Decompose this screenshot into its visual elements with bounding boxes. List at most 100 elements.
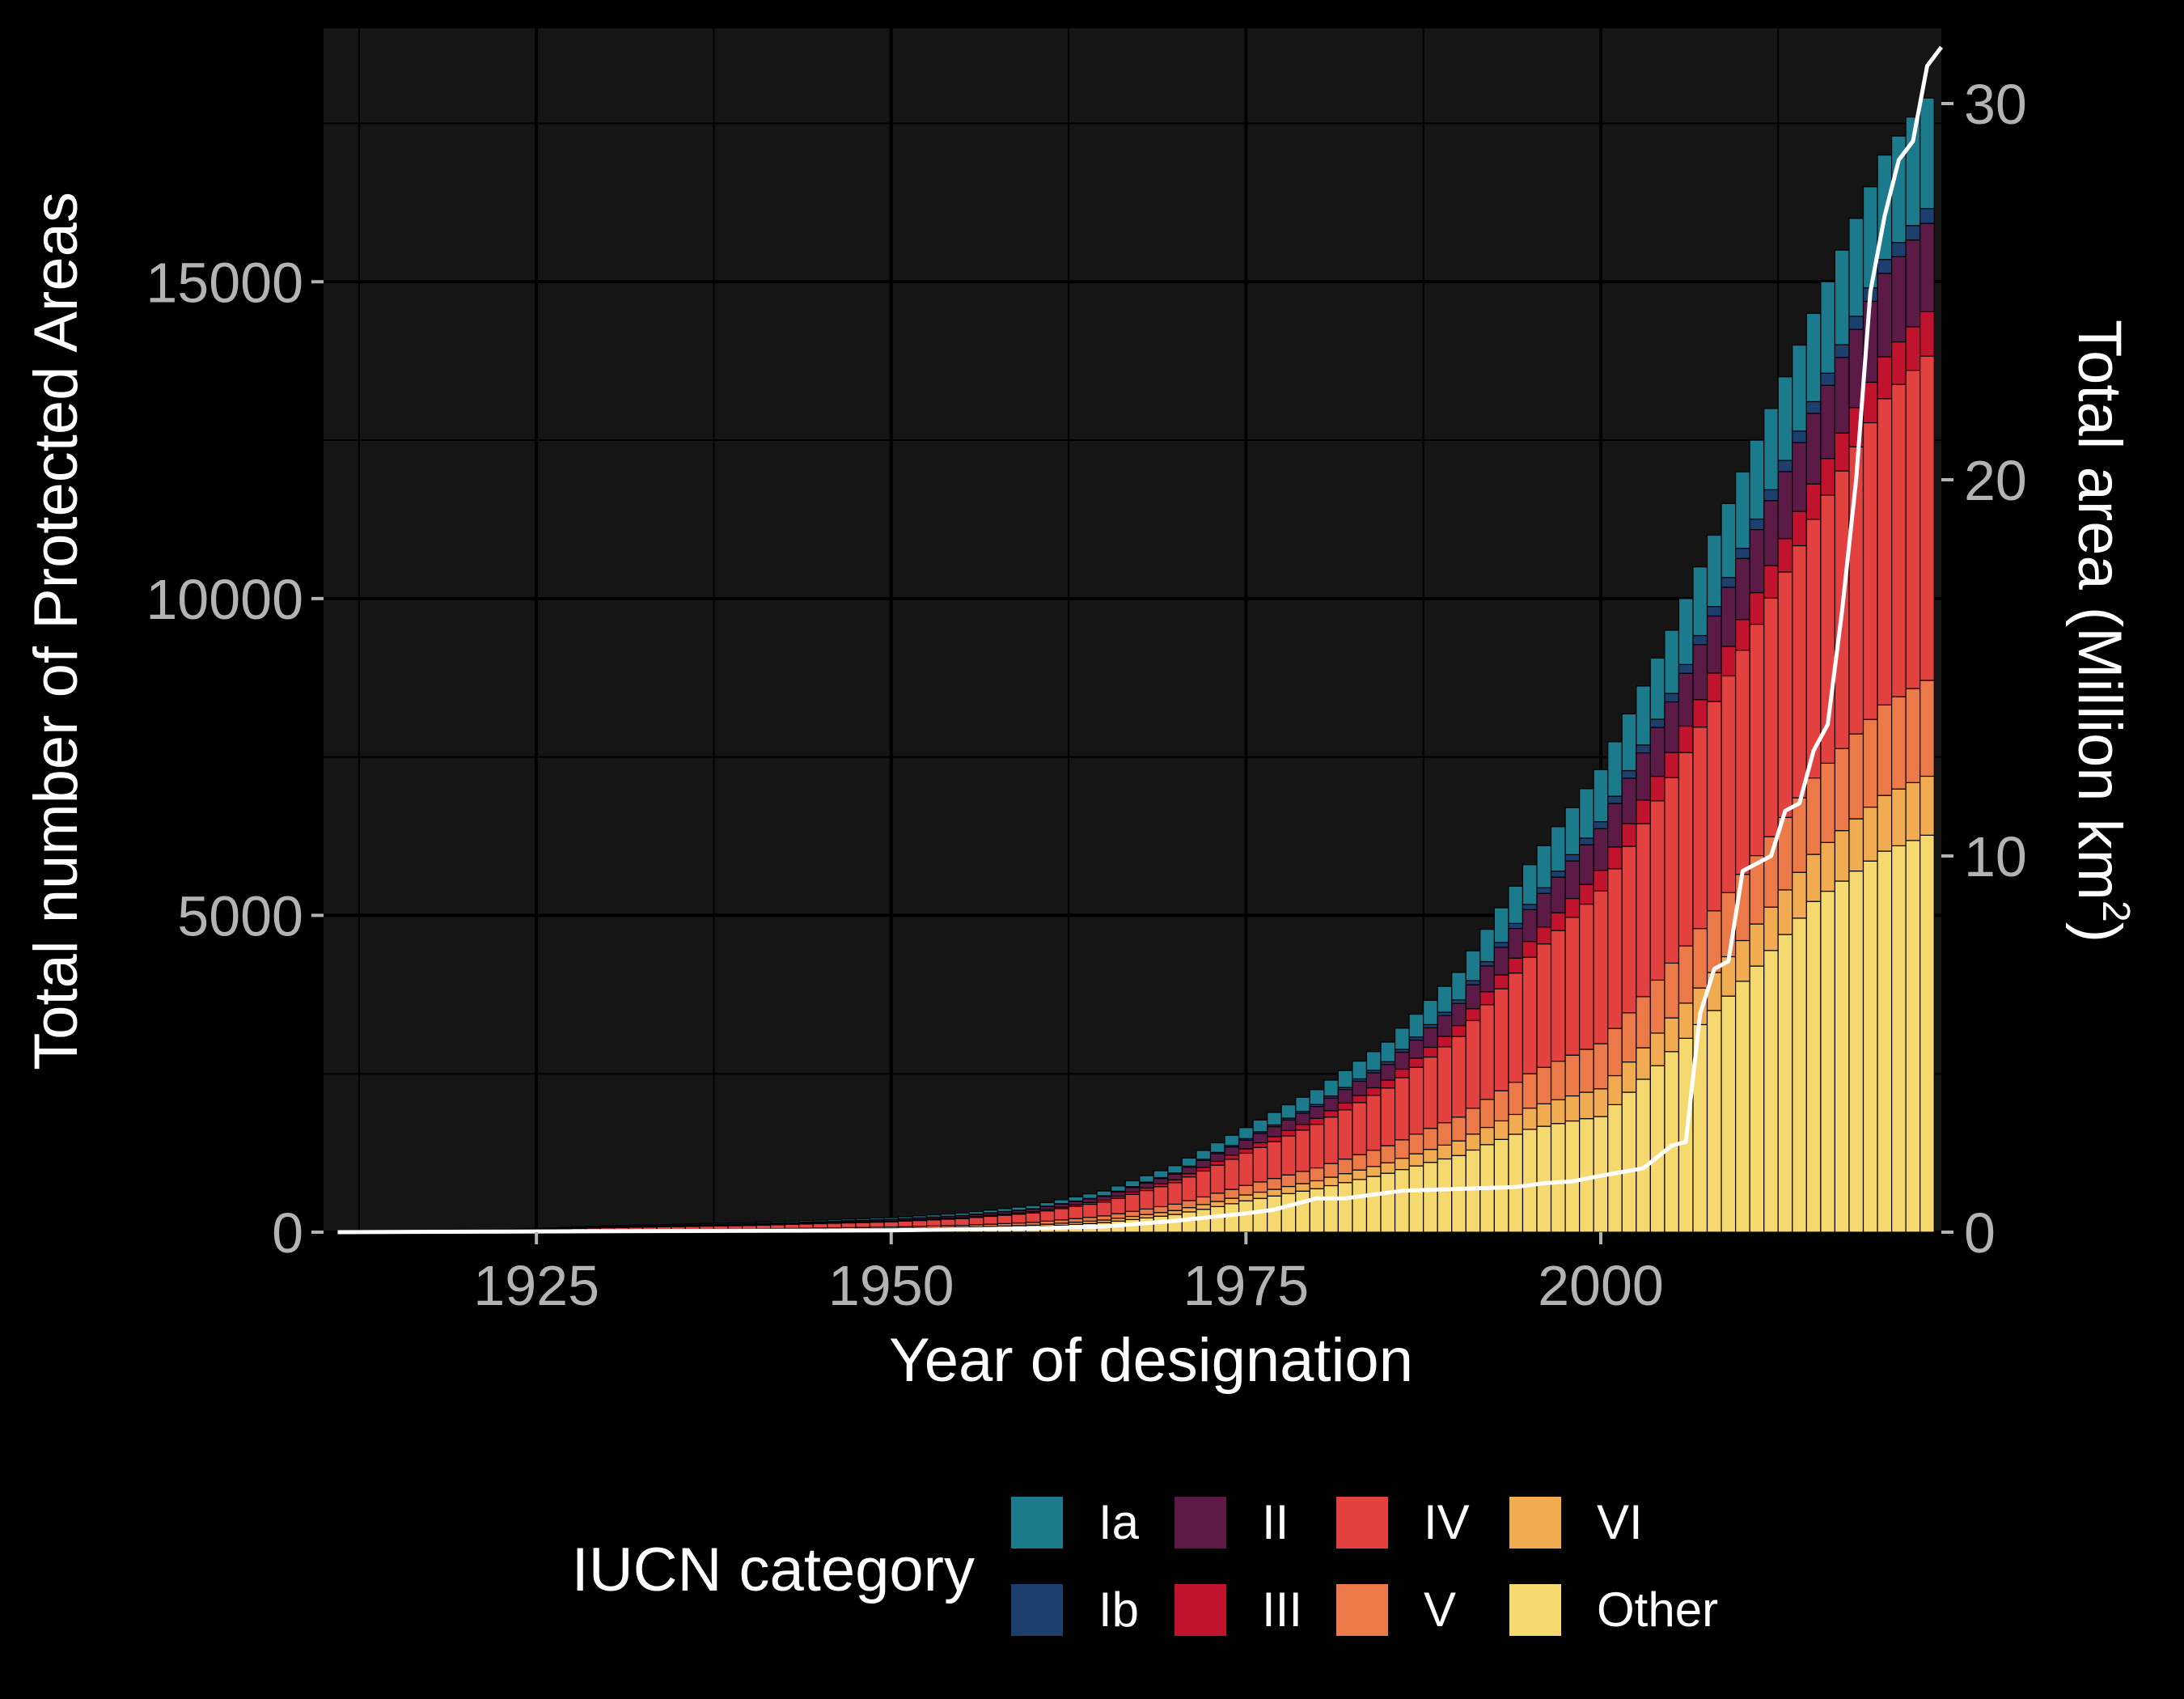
bar-segment-iv xyxy=(1664,777,1680,964)
bar-segment-iii xyxy=(1224,1155,1240,1160)
bar-segment-ia xyxy=(1536,845,1552,888)
bar-segment-ia xyxy=(1550,826,1566,872)
bar-segment-iii xyxy=(1820,458,1836,496)
bar-segment-ia xyxy=(1167,1165,1183,1174)
bar-segment-ib xyxy=(1678,663,1694,674)
bar-segment-ib xyxy=(1721,577,1737,588)
bar-segment-vi xyxy=(1465,1133,1481,1151)
bar-segment-iv xyxy=(1423,1056,1438,1129)
bar-segment-ii xyxy=(1167,1173,1183,1180)
bar-segment-iii xyxy=(1678,725,1694,753)
bar-segment-ia xyxy=(1451,972,1467,1001)
bar-segment-ia xyxy=(699,1222,715,1226)
bar-segment-other xyxy=(1607,1104,1623,1233)
bar-segment-other xyxy=(1522,1129,1538,1233)
bar-segment-iv xyxy=(1081,1203,1098,1218)
bar-segment-iii xyxy=(1337,1102,1353,1111)
bar-segment-iii xyxy=(1267,1136,1282,1142)
bar-segment-vi xyxy=(1508,1113,1524,1135)
bar-segment-v xyxy=(1664,962,1680,1019)
bar-segment-iv xyxy=(897,1220,913,1227)
bar-segment-ia xyxy=(1394,1027,1410,1050)
bar-segment-vi xyxy=(1877,794,1893,852)
bar-segment-iii xyxy=(1564,897,1581,918)
bar-segment-ii xyxy=(1437,1015,1453,1037)
bar-segment-ia xyxy=(1196,1150,1212,1160)
bar-segment-ia xyxy=(897,1216,913,1219)
legend-swatch-iv xyxy=(1336,1497,1388,1549)
bar-segment-ia xyxy=(997,1208,1013,1212)
bar-segment-iv xyxy=(1692,727,1708,930)
bar-segment-ib xyxy=(1522,904,1538,910)
bar-segment-ia xyxy=(1792,344,1807,432)
bar-segment-iv xyxy=(1011,1214,1027,1224)
line-layer xyxy=(337,45,1943,1235)
bar-segment-iii xyxy=(1451,1024,1467,1037)
bar-segment-iv xyxy=(1777,571,1793,818)
bar-segment-iii xyxy=(1805,483,1822,520)
bar-segment-ia xyxy=(1664,629,1680,694)
bar-segment-ii xyxy=(1096,1196,1112,1201)
bar-segment-iii xyxy=(1380,1079,1396,1089)
bar-segment-vi xyxy=(1337,1173,1353,1184)
bar-segment-other xyxy=(1352,1179,1368,1233)
bar-segment-v xyxy=(1111,1213,1126,1219)
bar-segment-ib xyxy=(1607,795,1623,804)
bar-segment-iv xyxy=(1380,1087,1396,1146)
bar-segment-ia xyxy=(741,1222,757,1225)
bar-segment-vi xyxy=(1309,1180,1325,1189)
bar-segment-other xyxy=(1877,850,1893,1233)
bar-segment-ia xyxy=(628,1224,644,1227)
bar-segment-iii xyxy=(1721,646,1737,677)
bar-segment-v xyxy=(1380,1145,1396,1163)
bar-segment-other xyxy=(1465,1149,1481,1233)
bar-segment-iii xyxy=(1905,326,1921,371)
bar-segment-iv xyxy=(1252,1146,1268,1183)
bar-segment-vi xyxy=(1181,1207,1197,1213)
bar-segment-ia xyxy=(855,1218,871,1221)
bar-segment-ia xyxy=(1579,788,1594,839)
bar-segment-iv xyxy=(926,1219,942,1227)
bar-segment-iv xyxy=(1890,383,1907,697)
bar-segment-ib xyxy=(1820,372,1836,386)
bar-segment-vi xyxy=(1423,1149,1438,1163)
bar-segment-ia xyxy=(1380,1041,1396,1062)
bar-segment-iii xyxy=(1408,1057,1424,1068)
bar-segment-v xyxy=(1337,1159,1353,1175)
bar-segment-ii xyxy=(1252,1133,1268,1144)
bar-segment-v xyxy=(1508,1082,1524,1116)
bar-segment-iv xyxy=(1550,930,1566,1062)
bar-segment-ia xyxy=(1124,1180,1141,1188)
bar-segment-iii xyxy=(1465,1008,1481,1022)
bar-segment-ia xyxy=(528,1227,544,1230)
bar-segment-ii xyxy=(1365,1072,1382,1089)
bar-segment-ii xyxy=(1805,413,1822,485)
bar-segment-ia xyxy=(1068,1196,1084,1202)
y2-tick-label: 0 xyxy=(1964,1201,1996,1265)
bar-segment-iv xyxy=(983,1215,998,1225)
bar-segment-ia xyxy=(514,1228,530,1231)
bar-segment-iii xyxy=(1365,1087,1382,1096)
bar-segment-ia xyxy=(798,1220,814,1223)
bar-segment-v xyxy=(1706,910,1722,973)
bar-segment-ii xyxy=(1735,557,1750,621)
bar-segment-iii xyxy=(1607,846,1623,870)
bar-segment-iv xyxy=(1479,1004,1495,1100)
bar-segment-iv xyxy=(1139,1189,1154,1210)
bar-segment-ib xyxy=(1919,208,1935,224)
bar-segment-v xyxy=(1692,928,1708,989)
bar-segment-vi xyxy=(1252,1191,1268,1199)
bar-segment-vi xyxy=(1380,1162,1396,1174)
bar-segment-iii xyxy=(1209,1160,1225,1166)
bar-segment-iii xyxy=(1522,941,1538,958)
bar-segment-ii xyxy=(1593,828,1609,871)
bar-segment-iv xyxy=(1238,1152,1254,1186)
bar-segment-ia xyxy=(883,1217,899,1220)
bar-segment-ii xyxy=(1111,1191,1126,1197)
bar-segment-ib xyxy=(1493,942,1509,948)
bar-segment-other xyxy=(1564,1120,1581,1233)
bar-segment-vi xyxy=(1394,1158,1410,1171)
bar-segment-iv xyxy=(1564,917,1581,1056)
bar-segment-iv xyxy=(855,1222,871,1228)
bar-segment-ii xyxy=(1238,1139,1254,1150)
